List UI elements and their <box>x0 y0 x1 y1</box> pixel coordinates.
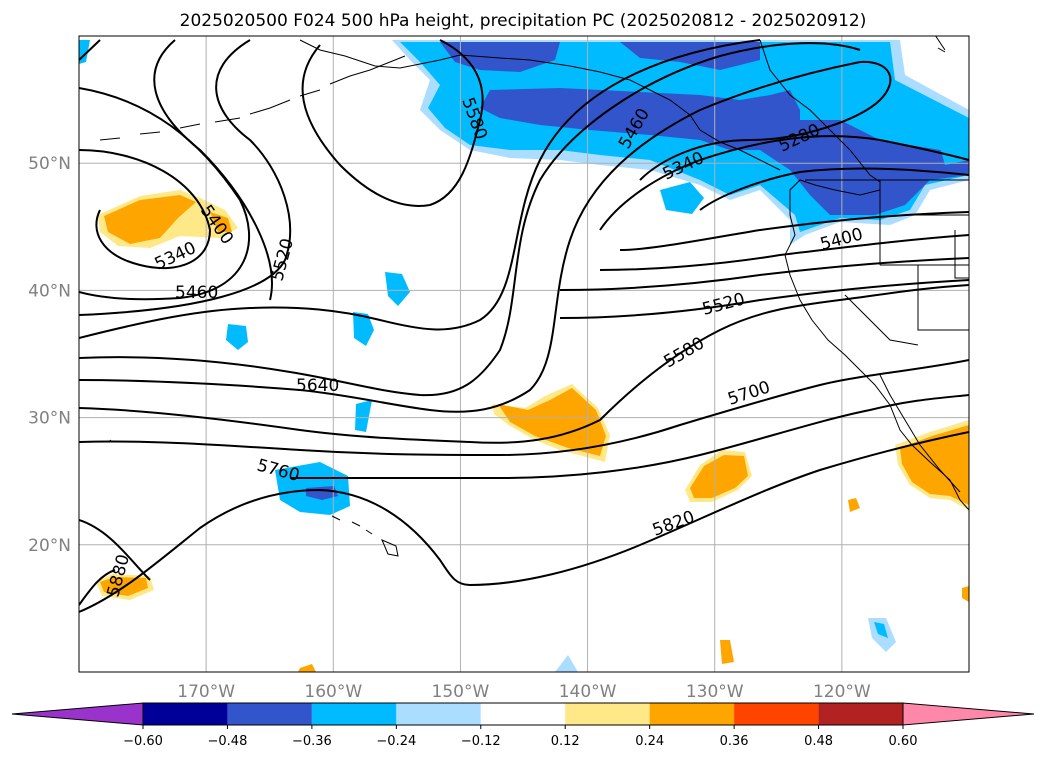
contour-line <box>79 42 861 397</box>
positive-precip-area <box>962 586 969 602</box>
negative-precip-area <box>660 182 704 214</box>
longitude-tick-label: 150°W <box>432 682 490 702</box>
colorbar-tick-label: 0.24 <box>635 734 664 749</box>
positive-precip-area <box>298 664 316 672</box>
colorbar-tick-label: −0.12 <box>461 734 501 749</box>
graticule <box>79 36 969 672</box>
contour-line <box>79 60 892 413</box>
negative-precip-area <box>874 622 888 638</box>
longitude-tick-label: 130°W <box>686 682 744 702</box>
positive-precip-area <box>104 195 196 244</box>
contour-line <box>599 135 969 231</box>
latitude-tick-label: 20°N <box>28 536 71 556</box>
contour-line <box>79 39 101 61</box>
colorbar-segment <box>565 703 650 725</box>
alaska-coast <box>299 39 781 171</box>
longitude-tick-label: 160°W <box>304 682 362 702</box>
hawaii-islands <box>331 515 399 557</box>
contour-line <box>559 279 969 319</box>
colorbar-segment <box>818 703 903 725</box>
contour-line <box>290 394 969 480</box>
longitude-tick-label: 120°W <box>813 682 871 702</box>
contour-line <box>79 149 212 270</box>
positive-precip-area <box>210 212 232 232</box>
colorbar-tick-label: −0.24 <box>376 734 416 749</box>
positive-precip-area <box>900 425 969 505</box>
contour-line <box>79 39 292 316</box>
colorbar-tick-label: 0.48 <box>804 734 833 749</box>
figure-title: 2025020500 F024 500 hPa height, precipit… <box>180 11 867 31</box>
precipitation-shading <box>79 40 969 672</box>
baja-california-coast <box>879 374 961 493</box>
colorbar-segment <box>649 703 735 725</box>
latitude-tick-label: 50°N <box>28 154 71 174</box>
aleutian-islands <box>99 55 406 141</box>
negative-precip-area <box>355 400 372 432</box>
colorbar-extend-low <box>11 702 144 726</box>
colorbar-tick-label: 0.60 <box>889 734 918 749</box>
positive-precip-area <box>848 498 860 512</box>
contour-line <box>559 257 969 291</box>
negative-precip-area <box>480 88 969 215</box>
colorbar-segment <box>227 703 312 725</box>
colorbar-tick-label: −0.36 <box>292 734 332 749</box>
north-america-coast <box>759 39 969 511</box>
contour-line <box>599 234 969 271</box>
contour-line <box>79 431 969 613</box>
coastlines <box>99 36 969 557</box>
contour-line <box>79 359 969 457</box>
height-contours <box>79 39 969 613</box>
longitude-tick-label: 170°W <box>177 682 235 702</box>
colorbar: −0.60 −0.48 −0.36 −0.24 −0.12 0.12 0.24 0.36 0.4… <box>11 702 1035 749</box>
colorbar-tick-label: −0.48 <box>208 734 248 749</box>
colorbar-tick-label: −0.60 <box>123 734 163 749</box>
longitude-tick-label: 140°W <box>559 682 617 702</box>
colorbar-tick-label: 0.36 <box>720 734 749 749</box>
negative-precip-area <box>226 324 248 350</box>
negative-precip-area <box>620 42 760 70</box>
us-state-borders <box>805 179 969 346</box>
colorbar-tick-label: 0.12 <box>551 734 580 749</box>
longitude-labels: 170°W 160°W 150°W 140°W 130°W 120°W <box>177 682 871 702</box>
latitude-labels: 20°N 30°N 40°N 50°N <box>28 154 71 556</box>
negative-precip-area <box>353 312 374 346</box>
contour-label: 5460 <box>175 283 218 303</box>
contour-line <box>79 87 251 301</box>
positive-precip-area <box>498 388 606 456</box>
negative-precip-area <box>555 655 578 672</box>
map-area: 5280 5340 5340 5400 5400 5460 5460 5520 … <box>79 36 969 672</box>
contour-label: 5640 <box>296 376 339 396</box>
positive-precip-area <box>690 455 748 498</box>
positive-precip-area <box>720 640 734 664</box>
negative-precip-area <box>385 272 410 306</box>
colorbar-segment <box>311 703 397 725</box>
contour-line <box>79 284 969 444</box>
contour-line <box>301 39 484 207</box>
colorbar-segment <box>143 703 228 725</box>
colorbar-segment <box>480 703 566 725</box>
contour-line <box>699 167 969 211</box>
latitude-tick-label: 40°N <box>28 281 71 301</box>
contour-line <box>153 39 273 301</box>
contour-line <box>619 211 969 251</box>
colorbar-segment <box>396 703 481 725</box>
latitude-tick-label: 30°N <box>28 409 71 429</box>
colorbar-segment <box>734 703 819 725</box>
map-frame <box>78 35 970 673</box>
contour-line <box>79 39 761 339</box>
colorbar-extend-high <box>902 702 1035 726</box>
colorbar-frame <box>142 702 904 726</box>
